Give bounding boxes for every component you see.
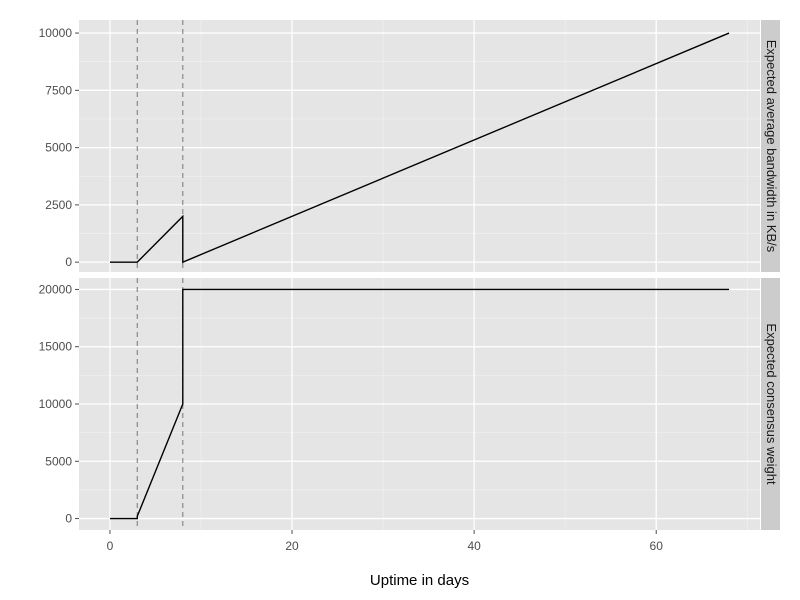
facet-strip-label: Expected average bandwidth in KB/s (764, 40, 779, 253)
y-tick-label: 10000 (39, 26, 73, 40)
x-tick-label: 20 (285, 539, 299, 553)
panel-0: 0 2500 5000 7500 10000 Expected average bandw… (39, 20, 780, 272)
x-tick-label: 40 (467, 539, 481, 553)
panel-1: 0 5000 10000 15000 20000 Expected consensus w… (39, 278, 780, 530)
y-tick-label: 0 (65, 512, 72, 526)
facet-strip (761, 278, 780, 530)
x-axis-title: Uptime in days (370, 572, 469, 589)
y-tick-label: 15000 (39, 340, 73, 354)
y-tick-label: 0 (65, 255, 72, 269)
y-tick-label: 2500 (45, 198, 72, 212)
facet-strip-label: Expected consensus weight (764, 323, 779, 485)
series-line (109, 288, 730, 520)
panel-background (79, 20, 760, 272)
y-tick-label: 20000 (39, 282, 73, 296)
y-tick-label: 10000 (39, 397, 73, 411)
facet-strip (761, 20, 780, 272)
x-tick-label: 0 (107, 539, 114, 553)
y-tick-label: 5000 (45, 454, 72, 468)
y-tick-label: 5000 (45, 141, 72, 155)
series-line (109, 32, 730, 264)
x-tick-label: 60 (650, 539, 664, 553)
y-tick-label: 7500 (45, 83, 72, 97)
